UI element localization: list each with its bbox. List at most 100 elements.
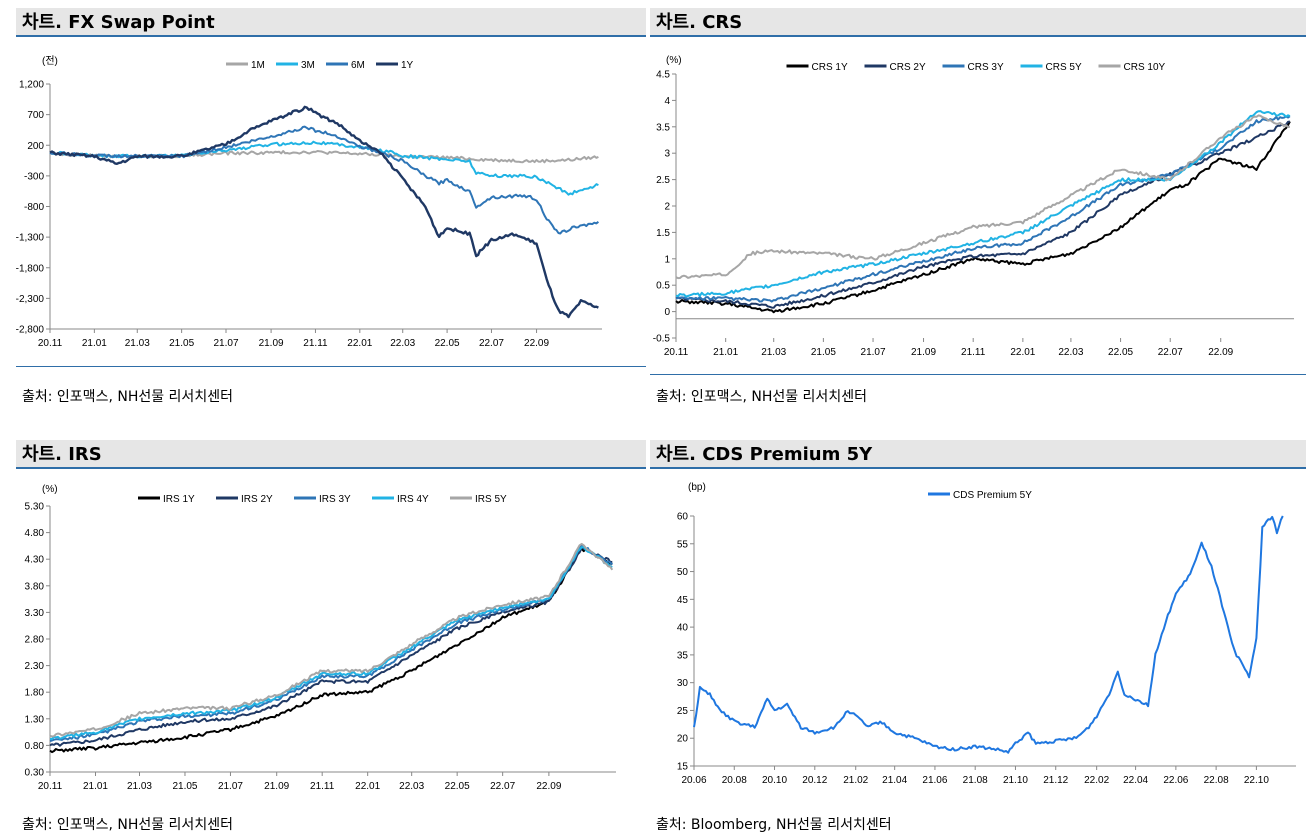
source-divider [16,366,646,367]
legend-label: 1M [251,60,265,71]
legend-label: CRS 2Y [890,62,926,73]
x-tick-label: 21.06 [922,775,947,786]
chart-crs: (%) 4.5 4 3.5 3 2.5 2 1.5 1 0.5 0 -0.5 20.11 21.01 21.… [653,55,1294,358]
x-tick-label: 20.11 [38,781,63,792]
series-line-irs-4y [50,546,613,740]
y-unit-label: (%) [666,55,682,66]
x-tick-label: 22.01 [347,338,372,349]
series-line-irs-1y [49,547,613,754]
x-tick-label: 22.09 [524,338,549,349]
x-tick-label: 22.03 [399,781,424,792]
legend-label: CDS Premium 5Y [953,490,1032,501]
y-tick-label: 40 [677,623,689,634]
x-tick-label: 20.11 [38,338,63,349]
chart-panel-crs: 차트. CRS (%) 4.5 4 3.5 3 2.5 2 1.5 1 0.5 0 -0.5 20.11… [650,8,1306,408]
chart-title: 차트. CRS [650,8,1306,37]
series-line-crs-1y [675,121,1291,314]
legend-label: CRS 1Y [812,62,848,73]
source-note: 출처: 인포맥스, NH선물 리서치센터 [22,389,233,405]
y-tick-label: -1,800 [16,263,45,274]
x-tick-label: 22.03 [1058,347,1083,358]
x-tick-label: 22.07 [1158,347,1183,358]
series-line-cds-premium-5y [693,515,1284,754]
legend-label: 3M [301,60,315,71]
series-line-irs-2y [49,547,613,747]
x-tick-label: 22.01 [355,781,380,792]
x-tick-label: 22.05 [445,781,470,792]
x-tick-label: 22.01 [1010,347,1035,358]
y-tick-label: -1,300 [16,233,45,244]
x-tick-label: 20.06 [681,775,706,786]
x-tick-label: 21.09 [259,338,284,349]
y-tick-label: -0.5 [653,334,671,345]
chart-title: 차트. FX Swap Point [16,8,646,37]
series-line-crs-5y [675,110,1291,298]
source-note: 출처: 인포맥스, NH선물 리서치센터 [656,389,867,405]
y-tick-label: 45 [677,595,689,606]
legend-label: CRS 10Y [1124,62,1166,73]
series-line-irs-3y [49,543,613,743]
y-tick-label: 30 [677,678,689,689]
x-tick-label: 22.07 [479,338,504,349]
x-tick-label: 22.05 [435,338,460,349]
chart-cds: (bp) 60 55 50 45 40 35 30 25 20 15 20.06 20.08 20.10 2… [677,482,1296,786]
legend-label: IRS 3Y [319,494,351,505]
y-unit-label: (bp) [688,482,706,493]
y-tick-label: -300 [24,171,44,182]
legend-label: CRS 5Y [1046,62,1082,73]
y-tick-label: 35 [677,650,689,661]
legend-label: IRS 1Y [163,494,195,505]
x-tick-label: 21.09 [911,347,936,358]
x-tick-label: 20.12 [802,775,827,786]
y-tick-label: 15 [677,762,689,773]
x-tick-label: 22.06 [1163,775,1188,786]
x-tick-label: 21.08 [963,775,988,786]
y-tick-label: 4.30 [25,555,45,566]
x-tick-label: 21.02 [843,775,868,786]
y-tick-label: 200 [27,141,44,152]
y-tick-label: 1.5 [656,228,670,239]
x-tick-label: 22.09 [1208,347,1233,358]
x-tick-label: 21.07 [213,338,238,349]
source-divider [650,374,1306,375]
x-tick-label: 21.09 [264,781,289,792]
x-tick-label: 21.01 [83,781,108,792]
y-tick-label: 0.5 [656,281,670,292]
series-line-1y [49,105,599,319]
y-tick-label: 700 [27,110,44,121]
y-tick-label: 4.80 [25,528,45,539]
x-tick-label: 20.10 [762,775,787,786]
series-line-crs-3y [675,115,1291,303]
x-tick-label: 21.11 [303,338,328,349]
chart-title: 차트. IRS [16,440,646,469]
source-note: 출처: Bloomberg, NH선물 리서치센터 [656,817,892,833]
y-tick-label: 0.30 [25,768,45,779]
legend-label: IRS 4Y [397,494,429,505]
y-unit-label: (%) [42,484,58,495]
source-note: 출처: 인포맥스, NH선물 리서치센터 [22,817,233,833]
x-tick-label: 21.11 [310,781,335,792]
y-tick-label: -800 [24,202,44,213]
legend-label: IRS 2Y [241,494,273,505]
x-tick-label: 21.03 [125,338,150,349]
chart-panel-fxswap: 차트. FX Swap Point (전) 1,200 700 200 -300 -800… [16,8,646,408]
y-tick-label: 3 [664,149,670,160]
x-tick-label: 21.03 [761,347,786,358]
x-tick-label: 21.05 [172,781,197,792]
legend-label: 1Y [401,60,414,71]
x-tick-label: 21.11 [961,347,986,358]
y-tick-label: 1 [664,254,670,265]
x-tick-label: 21.03 [127,781,152,792]
y-tick-label: 0 [664,307,670,318]
x-tick-label: 22.07 [490,781,515,792]
x-tick-label: 21.07 [861,347,886,358]
series-line-crs-10y [675,114,1291,280]
x-tick-label: 22.08 [1204,775,1229,786]
legend-label: IRS 5Y [475,494,507,505]
y-unit-label: (전) [42,55,58,67]
x-tick-label: 21.01 [713,347,738,358]
y-tick-label: 0.80 [25,741,45,752]
x-tick-label: 22.03 [390,338,415,349]
x-tick-label: 21.05 [811,347,836,358]
y-tick-label: 20 [677,734,689,745]
